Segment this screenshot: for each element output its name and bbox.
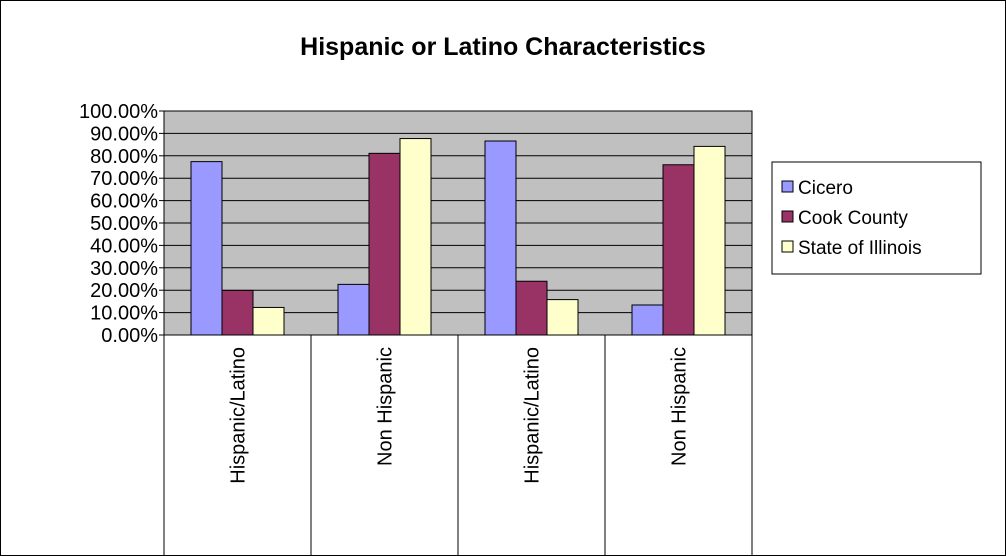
bar-cook-county xyxy=(662,164,695,336)
bar-state-of-illinois xyxy=(399,138,432,336)
plot-area: 0.00%10.00%20.00%30.00%40.00%50.00%60.00… xyxy=(79,101,753,555)
y-tick-label: 100.00% xyxy=(79,101,158,123)
bar-cicero xyxy=(484,140,517,336)
bar-cicero xyxy=(631,304,664,336)
y-tick-label: 70.00% xyxy=(90,168,158,190)
legend-swatch xyxy=(781,180,794,193)
bar-cook-county xyxy=(515,280,548,336)
x-category-label: Hispanic/Latino xyxy=(522,347,544,484)
bar-cicero xyxy=(190,161,223,336)
legend: Cicero Cook County State of Illinois xyxy=(771,161,982,275)
y-tick-label: 90.00% xyxy=(90,123,158,145)
y-tick-label: 60.00% xyxy=(90,191,158,213)
bar-state-of-illinois xyxy=(546,299,579,336)
legend-swatch xyxy=(781,210,794,223)
y-tick-label: 50.00% xyxy=(90,213,158,235)
y-tick-label: 30.00% xyxy=(90,258,158,280)
legend-label: State of Illinois xyxy=(798,238,922,259)
y-tick-label: 80.00% xyxy=(90,146,158,168)
x-category-label: Non Hispanic xyxy=(669,347,691,466)
y-tick-label: 0.00% xyxy=(101,325,158,347)
bar-cook-county xyxy=(221,289,254,336)
bar-cook-county xyxy=(368,152,401,336)
bar-cicero xyxy=(337,283,370,336)
chart-title: Hispanic or Latino Characteristics xyxy=(300,33,706,61)
x-category-label: Non Hispanic xyxy=(375,347,397,466)
y-tick-label: 20.00% xyxy=(90,280,158,302)
y-tick-label: 10.00% xyxy=(90,303,158,325)
legend-label: Cook County xyxy=(798,208,908,229)
x-category-label: Hispanic/Latino xyxy=(228,347,250,484)
bar-state-of-illinois xyxy=(693,145,726,336)
y-tick-label: 40.00% xyxy=(90,235,158,257)
legend-swatch xyxy=(781,240,794,253)
legend-box xyxy=(771,161,982,275)
bar-state-of-illinois xyxy=(252,306,285,336)
legend-label: Cicero xyxy=(798,178,853,199)
